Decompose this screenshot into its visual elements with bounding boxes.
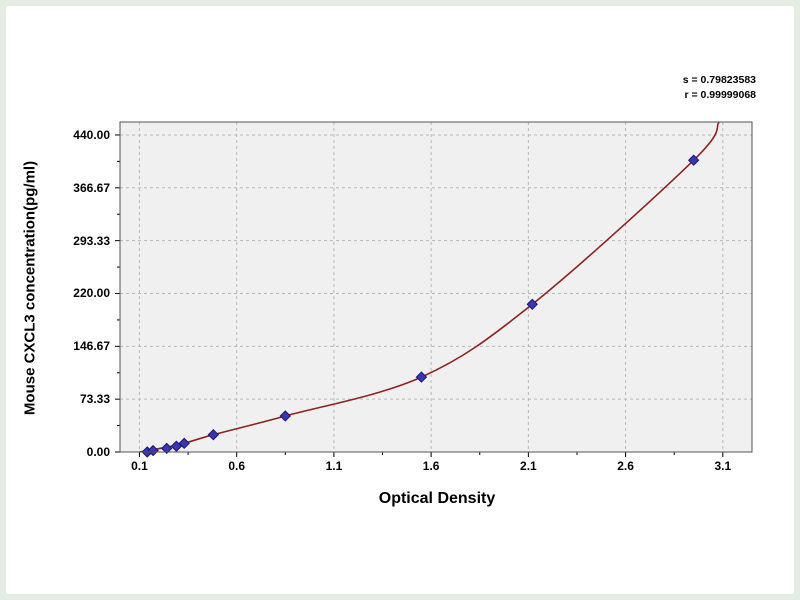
y-axis-title: Mouse CXCL3 concentration(pg/ml) xyxy=(21,160,39,416)
y-tick-label: 293.33 xyxy=(73,233,110,248)
x-tick-label: 2.1 xyxy=(520,459,537,473)
data-point-marker xyxy=(687,154,700,166)
data-point-marker xyxy=(160,442,173,455)
fit-curve xyxy=(139,122,720,452)
data-point-marker xyxy=(279,410,291,422)
stat-r-value: r = 0.99999068 xyxy=(684,89,756,101)
plot-border xyxy=(119,121,753,453)
x-tick-label: 0.1 xyxy=(131,459,148,473)
data-point-marker xyxy=(415,371,428,383)
data-point-marker xyxy=(207,428,220,441)
data-points xyxy=(141,154,700,458)
plot-background xyxy=(120,122,752,452)
stat-s-value: s = 0.79823583 xyxy=(682,74,756,86)
y-tick-label: 0.00 xyxy=(86,445,110,459)
data-point-marker xyxy=(147,444,159,457)
y-tick-label: 146.67 xyxy=(73,339,110,354)
x-tick-label: 0.6 xyxy=(228,459,246,473)
y-tick-label: 440.00 xyxy=(73,127,110,142)
x-tick-label: 3.1 xyxy=(714,459,732,473)
y-tick-label: 73.33 xyxy=(79,392,110,407)
y-tick-label: 220.00 xyxy=(73,286,110,301)
data-point-marker xyxy=(178,437,190,450)
x-tick-label: 1.6 xyxy=(422,459,440,473)
x-tick-label: 1.1 xyxy=(325,459,343,473)
x-axis-title: Optical Density xyxy=(378,490,496,507)
grid-lines xyxy=(120,122,752,453)
y-tick-label: 366.67 xyxy=(73,180,110,195)
data-point-marker xyxy=(526,298,538,311)
plot-area xyxy=(115,121,753,458)
x-tick-label: 2.6 xyxy=(617,459,634,473)
